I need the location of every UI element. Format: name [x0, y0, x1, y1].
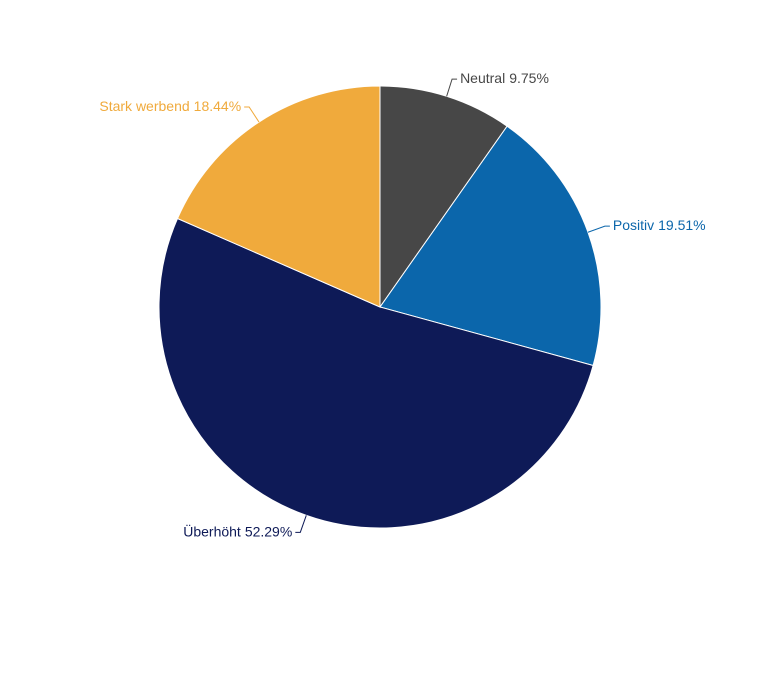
leader-line — [446, 78, 458, 97]
pie-slice — [379, 85, 508, 309]
slice-name: Stark werbend — [99, 98, 189, 114]
slice-label: Überhöht 52.29% — [183, 522, 292, 539]
pie-slice — [176, 85, 381, 308]
pie-slice — [158, 217, 594, 529]
slice-value: 18.44% — [194, 98, 241, 114]
slice-name: Neutral — [460, 70, 505, 86]
leader-line — [295, 515, 307, 533]
slice-value: 19.51% — [658, 217, 705, 233]
pie-slice — [379, 125, 602, 367]
leader-line — [244, 106, 260, 123]
leader-line — [587, 225, 610, 233]
slice-label: Stark werbend 18.44% — [99, 98, 241, 114]
slice-value: 9.75% — [509, 70, 549, 86]
slice-value: 52.29% — [245, 523, 292, 539]
slice-name: Überhöht — [183, 522, 241, 539]
slice-label: Positiv 19.51% — [613, 217, 706, 233]
slice-name: Positiv — [613, 217, 654, 233]
slice-label: Neutral 9.75% — [460, 70, 549, 86]
